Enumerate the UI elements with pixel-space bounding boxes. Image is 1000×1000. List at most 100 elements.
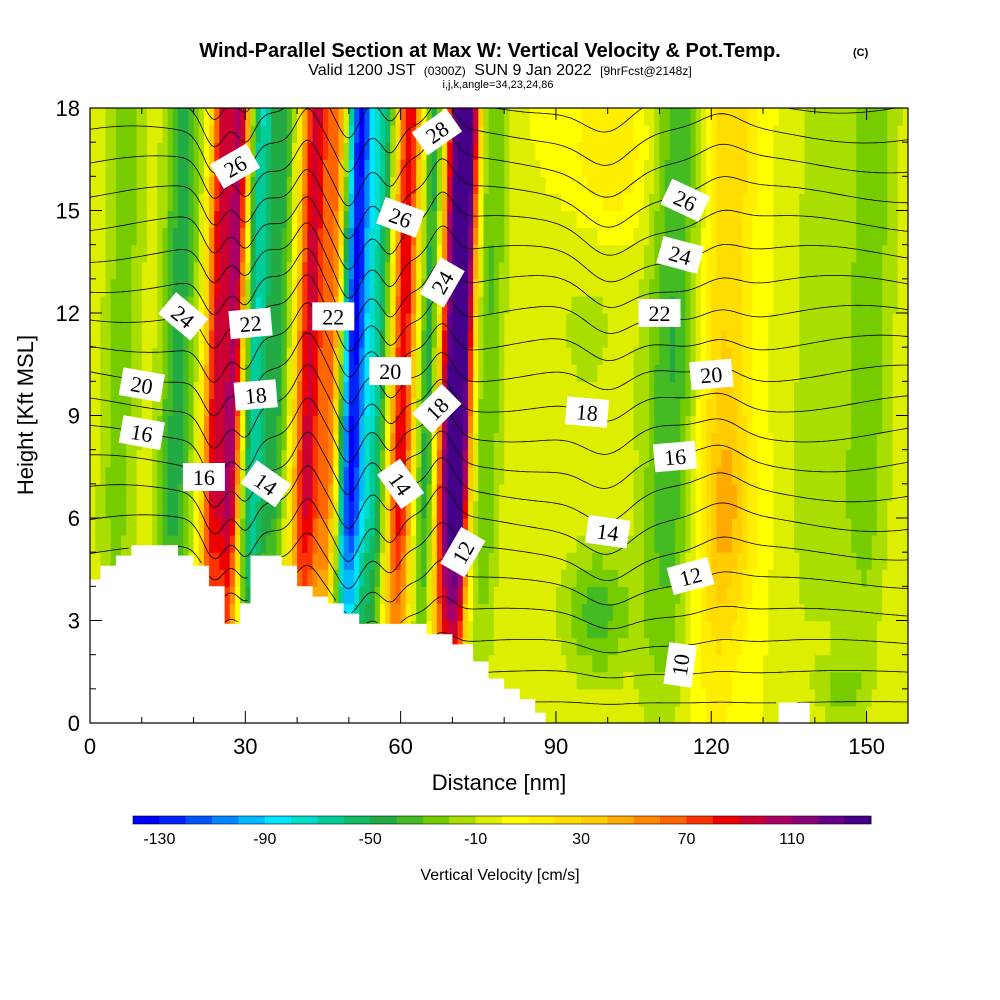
velocity-cell (571, 244, 578, 263)
velocity-cell (623, 500, 630, 519)
velocity-cell (612, 125, 619, 143)
velocity-cell (778, 603, 785, 622)
velocity-cell (390, 347, 397, 365)
velocity-cell (136, 466, 143, 485)
velocity-cell (369, 176, 376, 195)
velocity-cell (659, 466, 666, 485)
velocity-cell (731, 466, 738, 485)
velocity-cell (115, 415, 122, 434)
velocity-cell (234, 108, 241, 126)
velocity-cell (317, 125, 324, 143)
velocity-cell (338, 227, 345, 246)
velocity-cell (193, 518, 200, 536)
velocity-cell (276, 535, 283, 553)
velocity-cell (514, 125, 521, 143)
velocity-cell (198, 364, 205, 382)
velocity-cell (530, 518, 536, 536)
velocity-cell (550, 295, 557, 314)
velocity-cell (146, 278, 153, 297)
velocity-cell (374, 295, 381, 314)
velocity-cell (602, 705, 609, 723)
velocity-cell (649, 671, 655, 690)
velocity-cell (545, 108, 552, 126)
velocity-cell (571, 347, 578, 365)
velocity-cell (592, 295, 598, 314)
velocity-cell (607, 142, 614, 160)
velocity-cell (234, 500, 241, 519)
velocity-cell (649, 244, 655, 263)
velocity-cell (286, 295, 293, 314)
velocity-cell (281, 415, 288, 434)
velocity-cell (374, 142, 381, 160)
velocity-cell (348, 432, 355, 451)
velocity-cell (488, 500, 495, 519)
velocity-cell (385, 227, 391, 246)
velocity-cell (333, 466, 340, 485)
velocity-cell (519, 295, 526, 314)
velocity-cell (783, 244, 790, 263)
velocity-cell (452, 142, 459, 160)
velocity-cell (385, 159, 391, 177)
velocity-cell (214, 347, 221, 365)
velocity-cell (649, 398, 655, 417)
velocity-cell (286, 193, 293, 212)
velocity-cell (726, 535, 733, 553)
velocity-cell (214, 142, 221, 160)
velocity-cell (612, 500, 619, 519)
velocity-cell (297, 210, 303, 229)
velocity-cell (152, 518, 158, 536)
velocity-cell (379, 569, 386, 587)
velocity-cell (354, 518, 360, 536)
velocity-cell (597, 637, 604, 656)
velocity-cell (447, 381, 454, 400)
velocity-cell (493, 364, 500, 382)
velocity-cell (545, 159, 552, 177)
velocity-cell (421, 500, 428, 519)
velocity-cell (700, 227, 707, 246)
velocity-cell (379, 586, 386, 605)
velocity-cell (90, 415, 96, 434)
velocity-cell (804, 432, 811, 451)
velocity-cell (390, 295, 397, 314)
velocity-cell (690, 688, 697, 707)
velocity-cell (317, 415, 324, 434)
velocity-cell (504, 466, 510, 485)
velocity-cell (763, 295, 769, 314)
velocity-cell (405, 603, 412, 622)
velocity-cell (426, 330, 433, 348)
velocity-cell (390, 108, 397, 126)
velocity-cell (747, 535, 754, 553)
velocity-cell (214, 552, 221, 570)
velocity-cell (302, 227, 309, 246)
velocity-cell (338, 432, 345, 451)
velocity-cell (602, 330, 609, 348)
velocity-cell (364, 313, 371, 331)
velocity-cell (690, 381, 697, 400)
velocity-cell (602, 108, 609, 126)
velocity-cell (680, 125, 686, 143)
velocity-cell (711, 654, 718, 673)
velocity-cell (804, 449, 811, 468)
velocity-cell (509, 500, 516, 519)
velocity-cell (737, 432, 743, 451)
velocity-cell (592, 381, 598, 400)
velocity-cell (519, 381, 526, 400)
velocity-cell (172, 381, 179, 400)
velocity-cell (711, 671, 718, 690)
velocity-cell (426, 364, 433, 382)
velocity-cell (333, 483, 340, 502)
velocity-cell (198, 108, 205, 126)
velocity-cell (788, 142, 795, 160)
velocity-cell (794, 108, 800, 126)
velocity-cell (286, 159, 293, 177)
velocity-cell (431, 552, 438, 570)
velocity-cell (794, 586, 800, 605)
velocity-cell (410, 142, 417, 160)
velocity-cell (612, 688, 619, 707)
velocity-cell (338, 347, 345, 365)
velocity-cell (369, 569, 376, 587)
velocity-cell (685, 483, 692, 502)
velocity-cell (783, 381, 790, 400)
velocity-cell (783, 108, 790, 126)
velocity-cell (307, 295, 314, 314)
